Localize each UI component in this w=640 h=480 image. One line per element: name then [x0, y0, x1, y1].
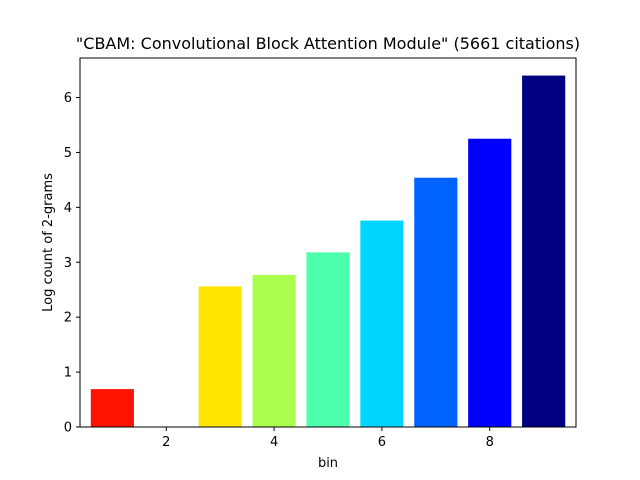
bar-bin-4	[252, 274, 296, 427]
x-tick-label: 2	[162, 435, 170, 450]
y-tick-label: 0	[64, 421, 72, 436]
x-tick-label: 8	[486, 435, 494, 450]
plot-frame	[79, 57, 577, 428]
bar-bin-1	[90, 389, 134, 427]
y-axis-ticks: 0 1 2 3 4 5 6	[64, 91, 80, 436]
bar-bin-6	[360, 220, 404, 427]
x-axis-ticks: 2 4 6 8	[162, 427, 494, 450]
y-tick-label: 1	[64, 366, 72, 381]
bar-bin-3	[198, 286, 242, 427]
bar-bin-5	[306, 252, 350, 427]
x-tick-label: 4	[270, 435, 278, 450]
bar-bin-7	[414, 177, 458, 427]
bar-bin-8	[468, 138, 512, 427]
y-tick-label: 6	[64, 91, 72, 106]
bars-layer	[90, 75, 566, 427]
y-tick-label: 3	[64, 256, 72, 271]
y-tick-label: 4	[64, 201, 72, 216]
chart-title: "CBAM: Convolutional Block Attention Mod…	[76, 34, 580, 53]
bar-bin-9	[522, 75, 566, 427]
x-axis-label: bin	[318, 456, 338, 471]
y-tick-label: 5	[64, 146, 72, 161]
x-tick-label: 6	[378, 435, 386, 450]
y-tick-label: 2	[64, 311, 72, 326]
y-axis-label: Log count of 2-grams	[41, 173, 56, 312]
